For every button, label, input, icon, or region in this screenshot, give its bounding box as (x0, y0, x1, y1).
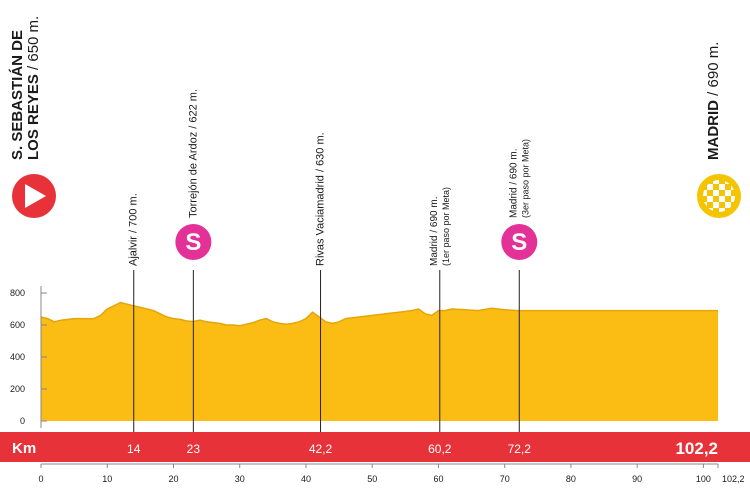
y-tick-label: 200 (10, 384, 25, 394)
x-tick-label: 30 (235, 474, 245, 484)
point-label: Madrid / 690 m. (429, 197, 440, 267)
x-tick-label: 40 (301, 474, 311, 484)
finish-name: MADRID (705, 96, 722, 160)
point-name: Torrejón de Ardoz (187, 129, 199, 218)
km-value: 72,2 (508, 442, 532, 456)
x-tick-label: 20 (168, 474, 178, 484)
profile-outline (40, 301, 718, 327)
point-altitude: / 630 m. (315, 132, 327, 172)
finish-label: MADRID / 690 m. (705, 42, 722, 160)
start-label: S. SEBASTIÁN DELOS REYES / 650 m. (9, 16, 42, 160)
point-altitude: / 622 m. (187, 89, 199, 129)
km-value-finish: 102,2 (675, 439, 718, 458)
point-label: Torrejón de Ardoz / 622 m. (187, 89, 199, 218)
x-tick-label: 50 (367, 474, 377, 484)
point-label: Ajalvir / 700 m. (128, 193, 140, 266)
x-tick-label: 90 (632, 474, 642, 484)
km-value: 60,2 (428, 442, 452, 456)
x-tick-label: 60 (433, 474, 443, 484)
sprint-s-icon: S (501, 224, 538, 260)
point-label: Madrid / 690 m. (508, 149, 519, 219)
y-tick-label: 600 (10, 320, 25, 330)
point-note: (1er paso por Meta) (441, 187, 451, 266)
point-note: (3er paso por Meta) (520, 139, 530, 218)
svg-text:S: S (511, 229, 527, 256)
x-tick-label: 0 (38, 474, 43, 484)
x-tick-label: 70 (500, 474, 510, 484)
point-name: Madrid (429, 233, 440, 266)
km-band (0, 432, 750, 462)
point-label: Rivas Vaciamadrid / 630 m. (315, 132, 327, 266)
start-altitude: / 650 m. (25, 16, 42, 70)
point-name: Rivas Vaciamadrid (315, 172, 327, 266)
y-tick-label: 800 (10, 288, 25, 298)
point-altitude: / 700 m. (128, 193, 140, 233)
point-altitude: / 690 m. (508, 149, 519, 185)
start-name-line1: S. SEBASTIÁN DE (9, 30, 26, 160)
km-value: 23 (187, 442, 201, 456)
x-tick-label: 10 (102, 474, 112, 484)
x-tick-label: 80 (566, 474, 576, 484)
point-altitude: / 690 m. (429, 197, 440, 233)
km-value: 42,2 (309, 442, 333, 456)
point-name: Madrid (508, 185, 519, 218)
point-name: Ajalvir (128, 233, 140, 266)
x-tick-label: 100 (696, 474, 711, 484)
km-band-label: Km (12, 440, 36, 457)
svg-text:S: S (185, 229, 201, 256)
play-triangle-icon (12, 174, 56, 218)
checkered-flag-icon (697, 174, 741, 218)
y-tick-label: 0 (20, 416, 25, 426)
finish-altitude: / 690 m. (705, 42, 722, 96)
y-tick-label: 400 (10, 352, 25, 362)
x-tick-label: 102,2 (722, 474, 745, 484)
sprint-s-icon: S (175, 224, 212, 260)
start-name-line2: LOS REYES (25, 70, 42, 160)
profile-area (41, 302, 718, 421)
km-value: 14 (127, 442, 141, 456)
